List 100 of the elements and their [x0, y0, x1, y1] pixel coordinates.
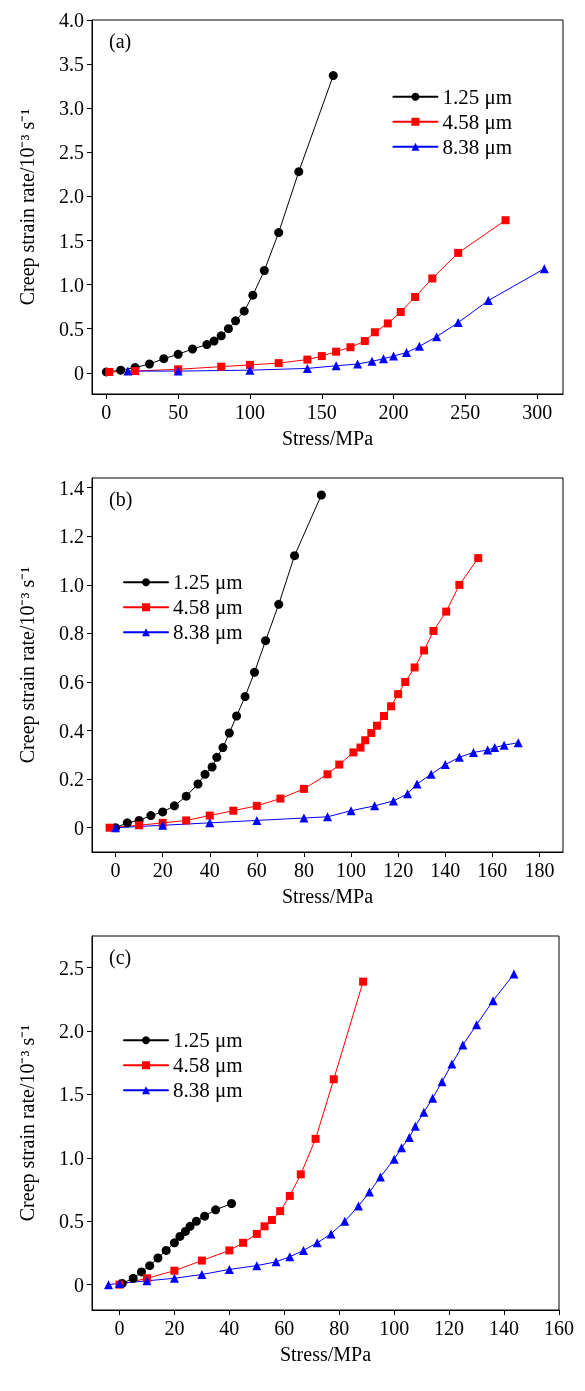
point: [276, 1207, 285, 1216]
point: [488, 996, 498, 1006]
text: (c): [109, 946, 132, 969]
point: [454, 752, 464, 762]
point: [259, 266, 269, 276]
point: [299, 784, 308, 793]
point: [401, 678, 410, 686]
point: [499, 740, 509, 750]
point: [383, 319, 392, 328]
point: [472, 1020, 482, 1030]
point: [396, 307, 405, 316]
point: [145, 1261, 155, 1271]
point: [410, 663, 419, 672]
x-tick-label: 160: [544, 1317, 574, 1339]
point: [161, 1245, 171, 1255]
point: [411, 292, 420, 301]
point: [252, 815, 262, 825]
legend-label: 8.38 μm: [442, 134, 512, 159]
x-tick-label: 300: [522, 401, 553, 423]
point: [299, 813, 309, 823]
text: (a): [109, 30, 132, 53]
y-tick-label: 2.0: [59, 185, 84, 208]
point: [394, 690, 403, 699]
point: [229, 806, 238, 815]
point: [397, 1143, 407, 1153]
y-axis-title: Creep strain rate/10⁻³ s⁻¹: [16, 108, 39, 306]
point: [231, 316, 241, 326]
point: [346, 343, 355, 352]
y-tick-label: 3.5: [59, 53, 84, 76]
point: [296, 1170, 305, 1179]
x-tick-label: 200: [378, 401, 409, 423]
y-tick-label: 0: [74, 361, 84, 384]
point: [359, 977, 368, 986]
point: [200, 1211, 210, 1221]
point: [323, 812, 332, 822]
x-tick-label: 0: [110, 859, 121, 881]
legend-label: 4.58 μm: [173, 595, 243, 620]
legend-label: 8.38 μm: [173, 620, 243, 645]
y-tick-label: 1.0: [59, 273, 84, 296]
point: [483, 296, 493, 305]
point: [170, 1266, 179, 1275]
point: [202, 340, 212, 350]
point: [225, 1246, 234, 1255]
point: [302, 363, 312, 373]
y-tick-label: 1.5: [59, 1083, 84, 1106]
y-tick-label: 2.5: [59, 956, 84, 979]
point: [428, 1093, 438, 1103]
point: [169, 1273, 179, 1283]
point: [483, 745, 493, 755]
point: [267, 1215, 276, 1224]
point: [131, 367, 140, 376]
x-tick-label: 40: [199, 859, 220, 881]
point: [218, 743, 228, 753]
x-tick-label: 120: [383, 859, 414, 881]
point: [380, 712, 389, 720]
point: [252, 1229, 261, 1238]
legend-label: 1.25 μm: [173, 1028, 243, 1053]
point: [205, 811, 214, 820]
x-tick-label: 60: [246, 859, 267, 881]
point: [211, 1205, 221, 1215]
point: [454, 248, 463, 257]
y-tick-label: 0.5: [59, 317, 84, 340]
y-tick-label: 0.6: [59, 671, 84, 693]
point: [474, 554, 483, 563]
point: [271, 1257, 281, 1267]
point: [153, 1253, 163, 1263]
point: [188, 344, 198, 354]
y-axis-title: Creep strain rate/10⁻³ s⁻¹: [16, 566, 39, 764]
legend-label: 8.38 μm: [173, 1078, 243, 1103]
point: [285, 1191, 294, 1200]
point: [458, 1040, 468, 1050]
point: [332, 347, 341, 356]
point: [412, 779, 422, 789]
point: [299, 1245, 309, 1255]
point: [159, 354, 169, 364]
point: [207, 762, 217, 772]
point: [191, 1216, 201, 1226]
point: [144, 359, 154, 369]
point: [185, 1221, 195, 1231]
x-tick-label: 160: [477, 859, 508, 881]
point: [245, 360, 254, 369]
point: [372, 721, 381, 730]
y-tick-label: 0.8: [59, 622, 84, 645]
point: [224, 728, 234, 738]
point: [401, 348, 411, 358]
point: [364, 1187, 374, 1197]
x-tick-label: 250: [450, 401, 481, 423]
point: [209, 336, 219, 346]
point: [419, 1107, 429, 1117]
x-tick-label: 180: [524, 859, 555, 881]
point: [135, 821, 144, 830]
point: [103, 1280, 113, 1290]
x-tick-label: 20: [164, 1317, 185, 1339]
point: [429, 627, 438, 635]
point: [116, 365, 126, 375]
point: [182, 816, 191, 825]
point: [326, 1229, 336, 1239]
x-tick-label: 140: [489, 1317, 520, 1339]
point: [158, 807, 168, 817]
text: (b): [109, 488, 133, 511]
